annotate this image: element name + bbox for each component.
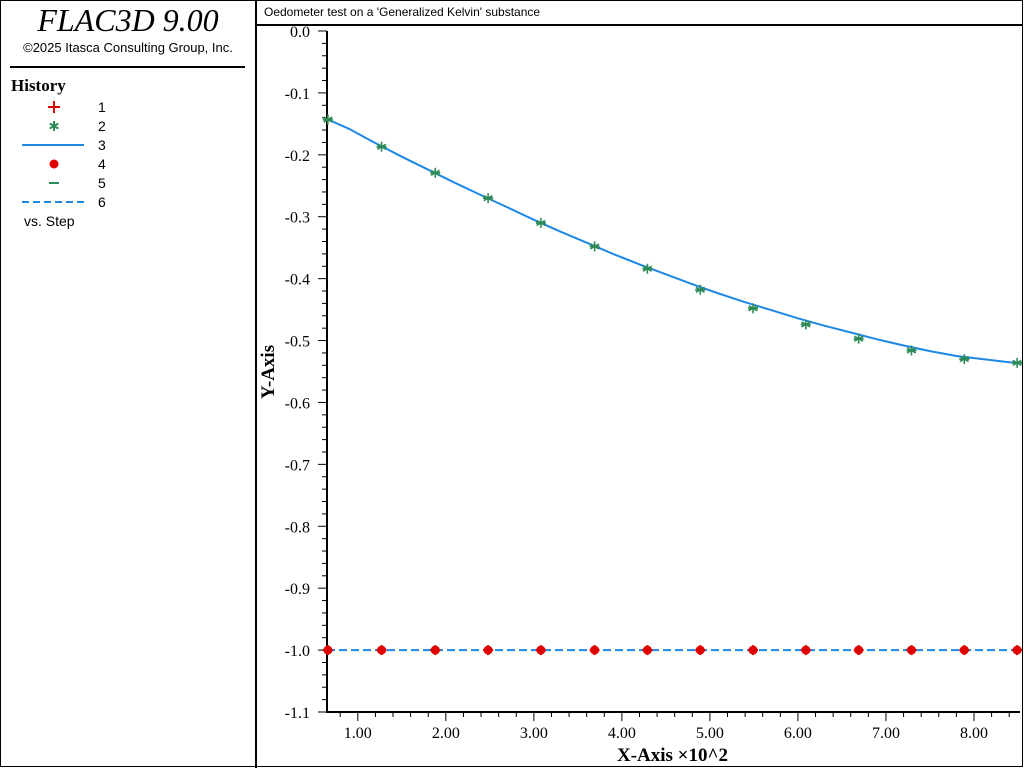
legend-item-2: 2 [18, 117, 128, 135]
plus-marker-icon [48, 101, 60, 113]
x-tick-label: 8.00 [960, 725, 988, 742]
series-2-point [430, 167, 440, 178]
x-tick-label: 1.00 [344, 725, 372, 742]
series-2-point [589, 241, 600, 252]
y-axis-title: Y-Axis [258, 345, 279, 399]
legend-label: 2 [98, 118, 106, 134]
legend-vs-label: vs. Step [24, 213, 75, 229]
series-2-point [642, 263, 653, 274]
asterisk-stroke [376, 143, 387, 150]
solid-line-icon [22, 144, 84, 146]
x-tick-label: 4.00 [608, 725, 636, 742]
x-tick-label: 6.00 [784, 725, 812, 742]
series-2-point [906, 345, 917, 356]
asterisk-stroke [642, 265, 653, 272]
asterisk-stroke [959, 355, 970, 363]
app-title: FLAC3D 9.00 [37, 2, 219, 38]
asterisk-stroke [483, 194, 493, 202]
legend-label: 3 [98, 137, 106, 153]
asterisk-stroke [906, 347, 917, 354]
legend-item-3: 3 [18, 136, 128, 154]
series-4-point [695, 645, 705, 655]
y-tick-label: -0.3 [285, 210, 310, 227]
legend-item-5: 5 [18, 174, 128, 192]
y-tick-label: -0.1 [285, 86, 310, 103]
series-4-point [748, 645, 758, 655]
series-4-point [377, 645, 387, 655]
divider [10, 66, 245, 68]
asterisk-stroke [589, 243, 600, 250]
series-4-point [323, 645, 333, 655]
series-2-point [695, 284, 705, 295]
legend-heading: History [11, 76, 66, 95]
series-4-point [536, 645, 546, 655]
legend-label: 1 [98, 99, 106, 115]
asterisk-stroke [1012, 359, 1022, 367]
series-2-point [1012, 357, 1022, 368]
legend-label: 5 [98, 175, 106, 191]
legend-item-1: 1 [18, 98, 128, 116]
x-tick-label: 2.00 [432, 725, 460, 742]
y-tick-label: -0.7 [285, 457, 310, 474]
legend-label: 6 [98, 194, 106, 210]
series-4-point [906, 645, 916, 655]
y-tick-label: -1.0 [285, 643, 310, 660]
series-2-point [801, 319, 811, 330]
series-4-point [590, 645, 600, 655]
series-2-point [536, 217, 546, 228]
series-4-point [483, 645, 493, 655]
y-tick-label: -1.1 [285, 705, 310, 722]
series-4-point [854, 645, 864, 655]
series-4-point [801, 645, 811, 655]
asterisk-stroke [801, 321, 811, 328]
series-4-point [642, 645, 652, 655]
legend-label: 4 [98, 156, 106, 172]
series-2-point [323, 114, 333, 125]
x-tick-label: 3.00 [520, 725, 548, 742]
plot-title: Oedometer test on a 'Generalized Kelvin'… [264, 5, 541, 19]
x-axis-title: X-Axis ×10^2 [617, 745, 728, 766]
legend-item-4: 4 [18, 155, 128, 173]
y-tick-label: -0.5 [285, 334, 310, 351]
series-4-point [1012, 645, 1022, 655]
series-4-point [959, 645, 969, 655]
series-2-point [748, 303, 758, 314]
y-tick-label: -0.8 [285, 519, 310, 536]
series-2-point [483, 193, 493, 204]
copyright-text: ©2025 Itasca Consulting Group, Inc. [23, 40, 233, 55]
dash-marker-icon [49, 182, 59, 184]
legend-item-6: 6 [18, 193, 128, 211]
series-2-point [959, 354, 970, 365]
asterisk-stroke [536, 219, 546, 227]
series-2-point [376, 141, 387, 152]
asterisk-stroke [748, 305, 758, 312]
y-tick-label: -0.6 [285, 395, 310, 412]
y-tick-label: -0.9 [285, 581, 310, 598]
y-tick-label: -0.4 [285, 272, 310, 289]
asterisk-marker-icon [49, 121, 59, 131]
asterisk-stroke [695, 286, 705, 293]
x-tick-label: 7.00 [872, 725, 900, 742]
asterisk-stroke [430, 169, 440, 176]
series-4-point [430, 645, 440, 655]
x-tick-label: 5.00 [696, 725, 724, 742]
dot-marker-icon [49, 159, 59, 169]
y-tick-label: 0.0 [290, 24, 310, 41]
series-2-point [853, 333, 864, 344]
asterisk-stroke [853, 335, 864, 342]
y-tick-label: -0.2 [285, 148, 310, 165]
asterisk-stroke [323, 116, 333, 123]
series-3-line [327, 118, 1019, 364]
